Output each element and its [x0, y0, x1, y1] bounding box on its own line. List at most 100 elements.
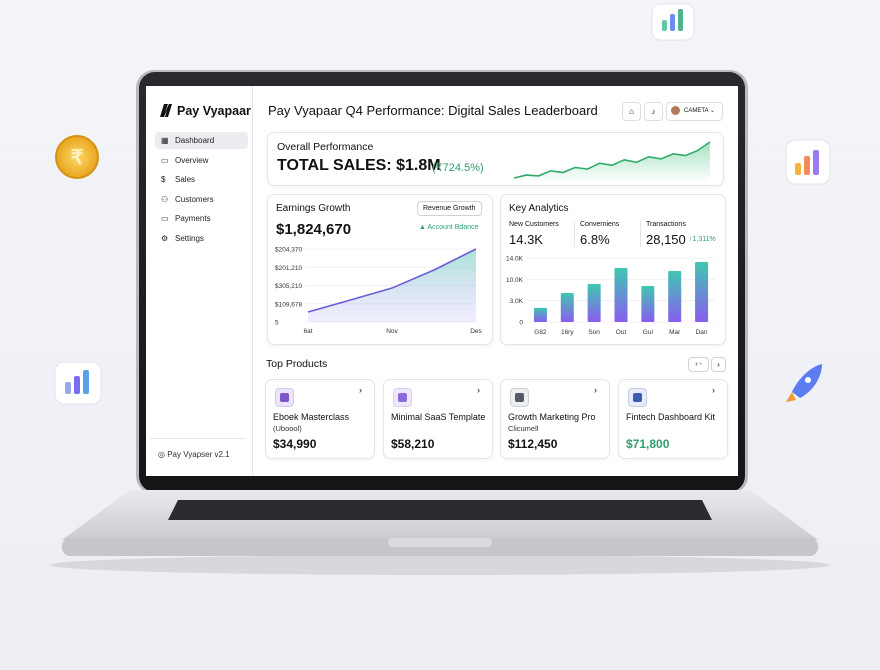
chevron: ›: [359, 385, 362, 395]
metric-value: 28,150: [646, 232, 686, 247]
product-name: Eboek Masterclass: [273, 412, 350, 422]
product-icon: [393, 388, 412, 407]
chevron: ›: [477, 385, 480, 395]
version: ◎ Pay Vyapser v2.1: [158, 450, 230, 459]
nav-item[interactable]: ⚙ Settings: [155, 230, 248, 247]
revenue-button[interactable]: Revenue Growth: [417, 201, 482, 216]
nav-item[interactable]: ▭ Overview: [155, 152, 248, 169]
y-tick-label: $201,210: [275, 265, 302, 272]
total-change: (₹724.5%): [432, 162, 484, 174]
nav-label: Settings: [175, 233, 204, 243]
product-card[interactable]: [500, 379, 610, 459]
coin-symbol: ₹: [71, 147, 84, 169]
nav-icon: ▭: [161, 155, 169, 165]
notch: [388, 538, 492, 547]
y-tick-label: 0: [519, 320, 523, 327]
nav-icon: ⚇: [161, 194, 169, 204]
version-text: Pay Vyapser v2.1: [167, 450, 230, 459]
page-title: Pay Vyapaar Q4 Performance: Digital Sale…: [268, 103, 598, 118]
sidebar-border: [252, 86, 253, 476]
analytics-title: Key Analytics: [509, 203, 569, 214]
divider: [150, 438, 245, 439]
home-button[interactable]: ⌂: [622, 102, 641, 121]
metric-label: New Customers: [509, 221, 559, 228]
product-icon: [275, 388, 294, 407]
products-title: Top Products: [266, 358, 328, 370]
bar: [614, 268, 628, 322]
coin: [55, 135, 99, 179]
icon-tile: [54, 361, 102, 405]
x-tick-label: Nov: [386, 328, 398, 335]
y-tick-label: 14.0K: [506, 256, 524, 263]
bar: [533, 307, 547, 322]
product-name: Minimal SaaS Template: [391, 412, 486, 422]
keyboard: [168, 500, 712, 520]
nav-label: Overview: [175, 155, 209, 165]
chevron: ›: [712, 385, 715, 395]
sparkline-area: [514, 142, 710, 182]
total-sales: TOTAL SALES: $1.8M: [277, 157, 441, 174]
next-button[interactable]: ›: [711, 357, 726, 372]
product-name: Growth Marketing Pro: [508, 412, 596, 422]
earnings-chart: $204,370 $201,210 $305,210 $109,678 5 6at Nov D…: [275, 247, 483, 336]
x-tick-label: 16ry: [561, 329, 574, 336]
metric-divider: [574, 221, 575, 247]
bar: [560, 292, 574, 322]
nav-icon: ▭: [161, 214, 169, 223]
overall-title: Overall Performance: [277, 141, 374, 153]
nav-label: Payments: [175, 214, 211, 223]
bell-button[interactable]: ♪: [644, 102, 663, 121]
y-tick-label: $305,210: [275, 283, 302, 290]
product-price: $58,210: [391, 437, 435, 451]
sparkline-line: [513, 141, 711, 179]
nav-label: Customers: [175, 194, 214, 204]
x-tick-label: Des: [470, 328, 482, 335]
nav-item[interactable]: $ Sales: [155, 171, 248, 188]
user-menu[interactable]: CAMETA ⌄: [666, 102, 723, 121]
logo: [160, 104, 172, 117]
nav-icon: $: [161, 175, 166, 184]
bar: [587, 284, 601, 322]
nav-item[interactable]: ▭ Payments: [155, 210, 248, 227]
nav-icon: ▦: [161, 136, 169, 145]
line: [307, 248, 477, 313]
note-text: Account Bdance: [427, 224, 479, 231]
nav-item[interactable]: ▦ Dashboard: [155, 132, 248, 149]
x-tick-label: Mar: [669, 329, 681, 336]
y-tick-label: $204,370: [275, 247, 302, 254]
product-price: $34,990: [273, 437, 317, 451]
product-icon: [628, 388, 647, 407]
earnings-amount: $1,824,670: [276, 221, 352, 238]
x-tick-label: Gul: [643, 329, 654, 336]
nav-item[interactable]: ⚇ Customers: [155, 191, 248, 208]
nav-icon: ⚙: [161, 233, 169, 243]
y-tick-label: 3.0K: [510, 298, 524, 305]
bar: [695, 262, 709, 322]
y-tick-label: 10.0K: [506, 277, 524, 284]
earnings-note: ▲ Account Bdance: [419, 224, 479, 231]
metric-value: 14.3K: [509, 232, 543, 247]
rocket: [786, 364, 822, 402]
metric-delta: ↑1,311%: [689, 236, 716, 243]
metric-value: 6.8%: [580, 232, 610, 247]
sparkline: [513, 141, 711, 182]
bar: [641, 285, 655, 322]
metric-divider: [640, 221, 641, 247]
product-icon: [510, 388, 529, 407]
metric-label: Transactions: [646, 221, 686, 228]
product-name: Fintech Dashboard Kit: [626, 412, 716, 422]
x-tick-label: 6at: [303, 328, 312, 335]
nav-label: Dashboard: [175, 136, 215, 145]
y-tick-label: 5: [275, 320, 279, 327]
product-sub: (Uboool): [273, 424, 302, 433]
product-price: $112,450: [508, 437, 558, 451]
nav-label: Sales: [175, 175, 196, 184]
prev-button[interactable]: ‹ -: [688, 357, 709, 372]
y-tick-label: $109,678: [275, 301, 302, 308]
x-tick-label: Out: [616, 329, 627, 336]
x-tick-label: Dan: [696, 329, 708, 336]
product-price: $71,800: [626, 437, 670, 451]
earnings-title: Earnings Growth: [276, 203, 351, 214]
analytics-chart: 14.0K 10.0K 3.0K 0 G82 16ry Son Out Gul Mar Dan: [506, 256, 715, 336]
